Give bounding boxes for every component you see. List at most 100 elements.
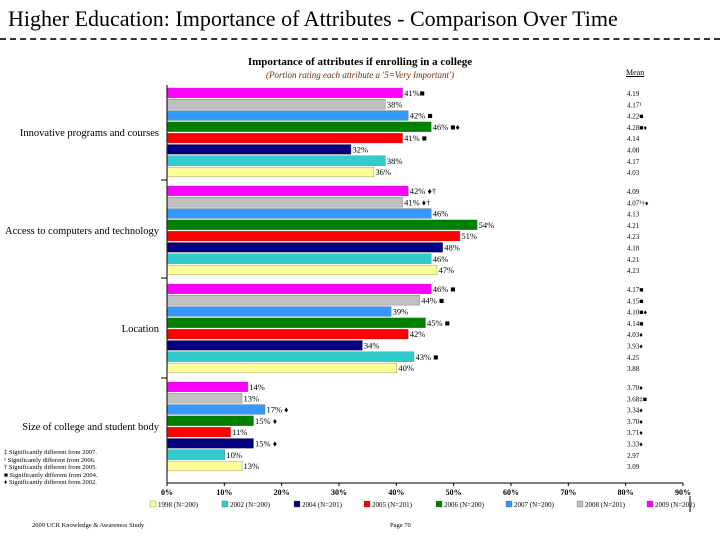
bar xyxy=(167,166,375,178)
bar xyxy=(167,415,254,426)
data-label: 47% xyxy=(438,265,454,275)
data-label: 17% ♦ xyxy=(266,405,289,415)
data-label: 46% ■♦ xyxy=(433,122,461,132)
legend-swatch xyxy=(576,500,584,508)
legend-label: 2005 (N=201) xyxy=(372,501,413,509)
legend-swatch xyxy=(646,500,654,508)
data-label: 15% ♦ xyxy=(255,416,278,426)
data-label: 44% ■ xyxy=(421,295,444,305)
data-label: 46% xyxy=(433,209,449,219)
legend-label: 2008 (N=201) xyxy=(585,501,626,509)
data-label: 14% xyxy=(249,382,265,392)
mean-column-header: Mean xyxy=(626,68,645,77)
x-tick-label: 10% xyxy=(216,488,232,497)
mean-value: 3.34♦ xyxy=(627,407,643,415)
bar xyxy=(167,264,438,276)
x-tick-label: 20% xyxy=(274,488,290,497)
mean-value: 4.03♦ xyxy=(627,331,643,339)
bar xyxy=(167,133,403,144)
bar xyxy=(167,351,415,362)
mean-value: 3.68‡■ xyxy=(627,395,647,403)
mean-value: 4.19 xyxy=(627,90,640,98)
significance-footnotes: ‡ Significantly different from 2007. ¹ S… xyxy=(4,449,98,487)
x-tick-label: 70% xyxy=(560,488,576,497)
data-label: 51% xyxy=(461,231,477,241)
data-label: 54% xyxy=(479,220,495,230)
data-label: 42% ■ xyxy=(410,111,433,121)
mean-value: 4.14 xyxy=(627,135,640,143)
mean-value: 4.10■♦ xyxy=(627,309,647,317)
bar xyxy=(167,144,352,155)
mean-value: 4.17■ xyxy=(627,286,643,294)
mean-value: 4.21 xyxy=(627,256,640,264)
x-tick-label: 90% xyxy=(675,488,691,497)
data-label: 42% xyxy=(410,329,426,339)
mean-value: 4.25 xyxy=(627,354,640,362)
mean-value: 3.93♦ xyxy=(627,343,643,351)
mean-value: 4.21 xyxy=(627,222,640,230)
legend-swatch xyxy=(363,500,371,508)
data-label: 46% ■ xyxy=(433,284,456,294)
legend-label: 2006 (N=200) xyxy=(444,501,485,509)
data-label: 41% ■ xyxy=(404,133,427,143)
bar xyxy=(167,283,432,294)
footnote: † Significantly different from 2005. xyxy=(4,464,97,472)
bar xyxy=(167,393,243,404)
footnote: ♦ Significantly different from 2002. xyxy=(4,479,97,487)
data-label: 38% xyxy=(387,156,403,166)
mean-value: 3.88 xyxy=(627,365,640,373)
data-label: 34% xyxy=(364,341,380,351)
x-tick-label: 50% xyxy=(446,488,462,497)
data-label: 15% ♦ xyxy=(255,439,278,449)
bar xyxy=(167,110,409,121)
chart-title: Importance of attributes if enrolling in… xyxy=(247,56,473,68)
bar xyxy=(167,329,409,340)
bar xyxy=(167,460,243,472)
data-label: 45% ■ xyxy=(427,318,450,328)
legend-label: 2009 (N=202) xyxy=(655,501,696,509)
title-divider xyxy=(0,38,720,40)
mean-value: 4.23 xyxy=(627,233,640,241)
legend-label: 1998 (N=200) xyxy=(158,501,199,509)
footer-study-name: 2009 UCR Knowledge & Awareness Study xyxy=(32,522,145,529)
data-label: 41%■ xyxy=(404,88,425,98)
data-label: 32% xyxy=(352,145,368,155)
footnote: ¹ Significantly different from 2006. xyxy=(4,456,96,464)
bar xyxy=(167,99,386,110)
mean-value: 4.17¹ xyxy=(627,101,641,109)
data-label: 13% xyxy=(244,393,260,403)
legend-swatch xyxy=(221,500,229,508)
footnote: ■ Significantly different from 2004. xyxy=(4,471,98,479)
footnote: ‡ Significantly different from 2007. xyxy=(4,449,97,456)
mean-value: 2.97 xyxy=(627,452,640,460)
data-label: 41% ♦† xyxy=(404,197,430,207)
mean-value: 3.71♦ xyxy=(627,429,643,437)
bar xyxy=(167,87,403,98)
legend-swatch xyxy=(149,500,157,508)
bar xyxy=(167,253,432,264)
data-label: 39% xyxy=(393,307,409,317)
x-tick-label: 30% xyxy=(331,488,347,497)
bar xyxy=(167,317,426,328)
x-tick-label: 0% xyxy=(161,488,173,497)
category-label: Innovative programs and courses xyxy=(20,128,159,139)
mean-value: 3.09 xyxy=(627,463,640,471)
bar xyxy=(167,219,478,230)
data-label: 42% ♦† xyxy=(410,186,436,196)
mean-value: 4.18 xyxy=(627,245,640,253)
legend-swatch xyxy=(505,500,513,508)
bar xyxy=(167,295,420,306)
bar xyxy=(167,427,231,438)
bar xyxy=(167,208,432,219)
legend-label: 2002 (N=200) xyxy=(230,501,271,509)
bar xyxy=(167,404,266,415)
data-label: 46% xyxy=(433,254,449,264)
x-tick-label: 40% xyxy=(388,488,404,497)
footer-page-number: Page 70 xyxy=(390,522,411,529)
mean-value: 4.14■ xyxy=(627,320,643,328)
data-label: 48% xyxy=(444,243,460,253)
mean-value: 3.70♦ xyxy=(627,384,643,392)
mean-value: 3.33♦ xyxy=(627,441,643,449)
data-label: 43% ■ xyxy=(416,352,439,362)
